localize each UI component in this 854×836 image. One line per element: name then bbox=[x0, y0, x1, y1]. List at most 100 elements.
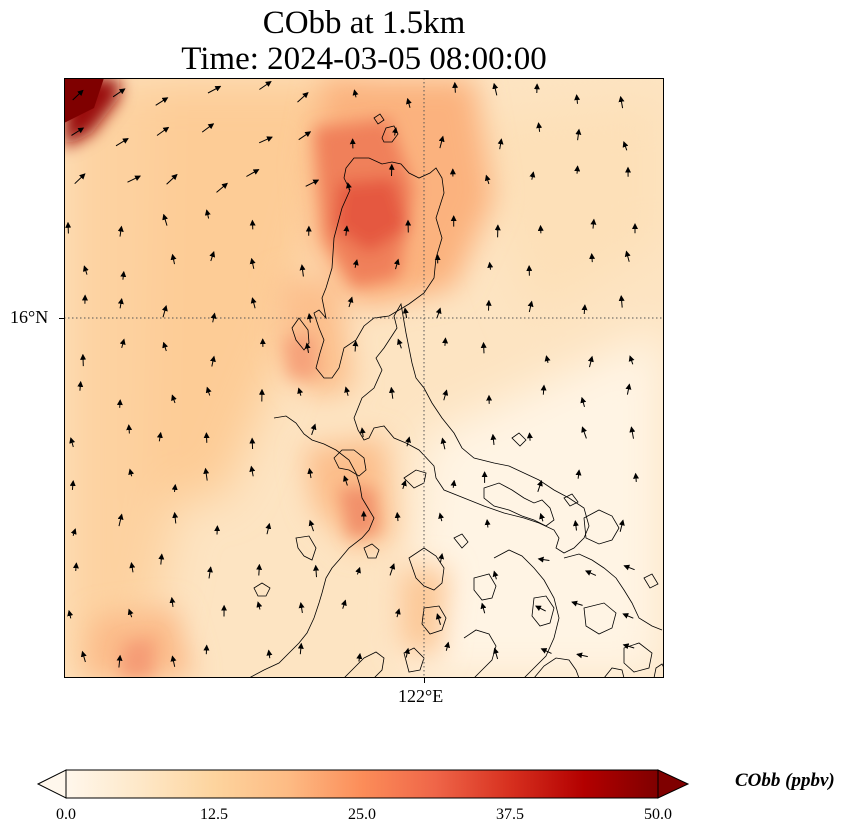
wind-arrow bbox=[341, 599, 347, 609]
wind-arrow bbox=[497, 138, 504, 150]
wind-arrow bbox=[256, 563, 263, 576]
wind-arrow bbox=[352, 340, 359, 352]
wind-arrow bbox=[344, 386, 351, 396]
wind-arrow bbox=[67, 609, 74, 619]
colorbar-tick-label: 37.5 bbox=[496, 806, 524, 823]
wind-arrow bbox=[618, 519, 625, 532]
colorbar-min-extend bbox=[36, 769, 67, 799]
wind-arrow bbox=[170, 655, 177, 667]
wind-arrow bbox=[128, 468, 135, 477]
wind-arrow bbox=[574, 94, 581, 104]
wind-arrow bbox=[127, 175, 142, 183]
wind-arrow bbox=[356, 652, 363, 662]
wind-arrow bbox=[259, 81, 272, 90]
wind-arrow bbox=[210, 312, 217, 323]
map-title: CObb at 1.5km bbox=[262, 5, 466, 41]
map-panel[interactable] bbox=[64, 78, 664, 678]
wind-arrow bbox=[209, 250, 216, 262]
wind-arrow bbox=[633, 472, 640, 482]
wind-arrow bbox=[205, 386, 212, 396]
wind-arrow bbox=[127, 608, 134, 618]
wind-arrow bbox=[166, 173, 178, 185]
wind-arrow bbox=[389, 386, 395, 399]
wind-arrow bbox=[158, 553, 165, 565]
wind-arrow bbox=[246, 169, 260, 177]
wind-arrow bbox=[484, 519, 491, 528]
wind-arrow bbox=[587, 355, 594, 368]
wind-arrow bbox=[304, 342, 311, 353]
wind-arrow bbox=[171, 394, 177, 404]
wind-arrow bbox=[438, 512, 445, 522]
wind-arrow bbox=[393, 258, 400, 270]
colorbar-label: CObb (ppbv) bbox=[735, 770, 835, 791]
wind-arrow bbox=[112, 88, 126, 98]
coastlines bbox=[248, 113, 664, 678]
wind-arrow bbox=[307, 467, 314, 479]
wind-arrow bbox=[622, 141, 629, 151]
wind-arrow bbox=[258, 136, 273, 144]
lat-tick-label: 16°N bbox=[10, 307, 49, 327]
wind-arrow bbox=[298, 602, 305, 613]
wind-arrow bbox=[171, 483, 178, 492]
wind-arrow bbox=[77, 380, 84, 391]
wind-arrow bbox=[571, 600, 583, 607]
colorbar-tick-label: 50.0 bbox=[644, 806, 672, 823]
wind-arrow bbox=[450, 479, 457, 488]
wind-arrow bbox=[156, 126, 170, 136]
wind-arrow bbox=[487, 261, 494, 270]
wind-arrow bbox=[576, 652, 588, 659]
colorbar-max-extend bbox=[657, 769, 690, 799]
wind-arrow bbox=[170, 253, 177, 265]
wind-arrow bbox=[80, 650, 87, 663]
wind-arrow bbox=[480, 341, 487, 354]
wind-arrow bbox=[622, 613, 634, 619]
wind-arrow bbox=[397, 338, 403, 349]
wind-arrow bbox=[625, 383, 632, 395]
wind-arrow bbox=[394, 511, 401, 522]
wind-arrow bbox=[306, 313, 313, 323]
wind-arrow bbox=[266, 649, 273, 659]
wind-arrow bbox=[435, 307, 442, 319]
wind-arrow bbox=[162, 213, 169, 226]
wind-arrow bbox=[352, 89, 359, 98]
lon-tick-mark bbox=[424, 678, 425, 683]
wind-arrow bbox=[623, 564, 635, 571]
wind-arrow bbox=[401, 479, 407, 490]
wind-arrow bbox=[117, 513, 124, 527]
wind-arrow bbox=[624, 250, 631, 262]
wind-arrow bbox=[129, 562, 136, 573]
wind-arrow bbox=[574, 165, 581, 174]
wind-arrow bbox=[305, 179, 320, 187]
wind-arrow bbox=[589, 253, 596, 263]
wind-arrow bbox=[575, 128, 582, 141]
wind-arrow bbox=[69, 480, 76, 490]
wind-arrow bbox=[310, 423, 317, 436]
wind-arrow bbox=[298, 131, 312, 141]
wind-arrow bbox=[249, 465, 256, 477]
wind-arrow bbox=[308, 519, 315, 532]
wind-arrow bbox=[343, 475, 349, 486]
wind-arrow bbox=[544, 355, 551, 364]
wind-arrow bbox=[120, 270, 127, 280]
wind-arrow bbox=[201, 123, 215, 133]
wind-arrow bbox=[250, 297, 257, 309]
wind-arrow bbox=[297, 642, 304, 655]
wind-arrow bbox=[69, 437, 76, 448]
wind-arrow bbox=[117, 298, 124, 309]
wind-arrow bbox=[402, 307, 409, 319]
wind-arrow bbox=[297, 387, 304, 396]
map-canvas bbox=[64, 78, 664, 678]
wind-arrow bbox=[584, 570, 597, 576]
wind-arrow bbox=[345, 182, 352, 191]
wind-arrow bbox=[442, 389, 449, 401]
wind-arrow bbox=[581, 426, 587, 439]
wind-arrow bbox=[529, 171, 536, 180]
wind-arrow bbox=[435, 613, 442, 625]
wind-arrow bbox=[492, 82, 499, 96]
wind-arrow bbox=[628, 355, 635, 365]
lat-tick-mark bbox=[59, 318, 64, 319]
wind-arrow bbox=[256, 601, 263, 610]
wind-arrow bbox=[389, 563, 396, 576]
colorbar-tick-label: 12.5 bbox=[200, 806, 228, 823]
wind-arrow bbox=[359, 427, 366, 438]
